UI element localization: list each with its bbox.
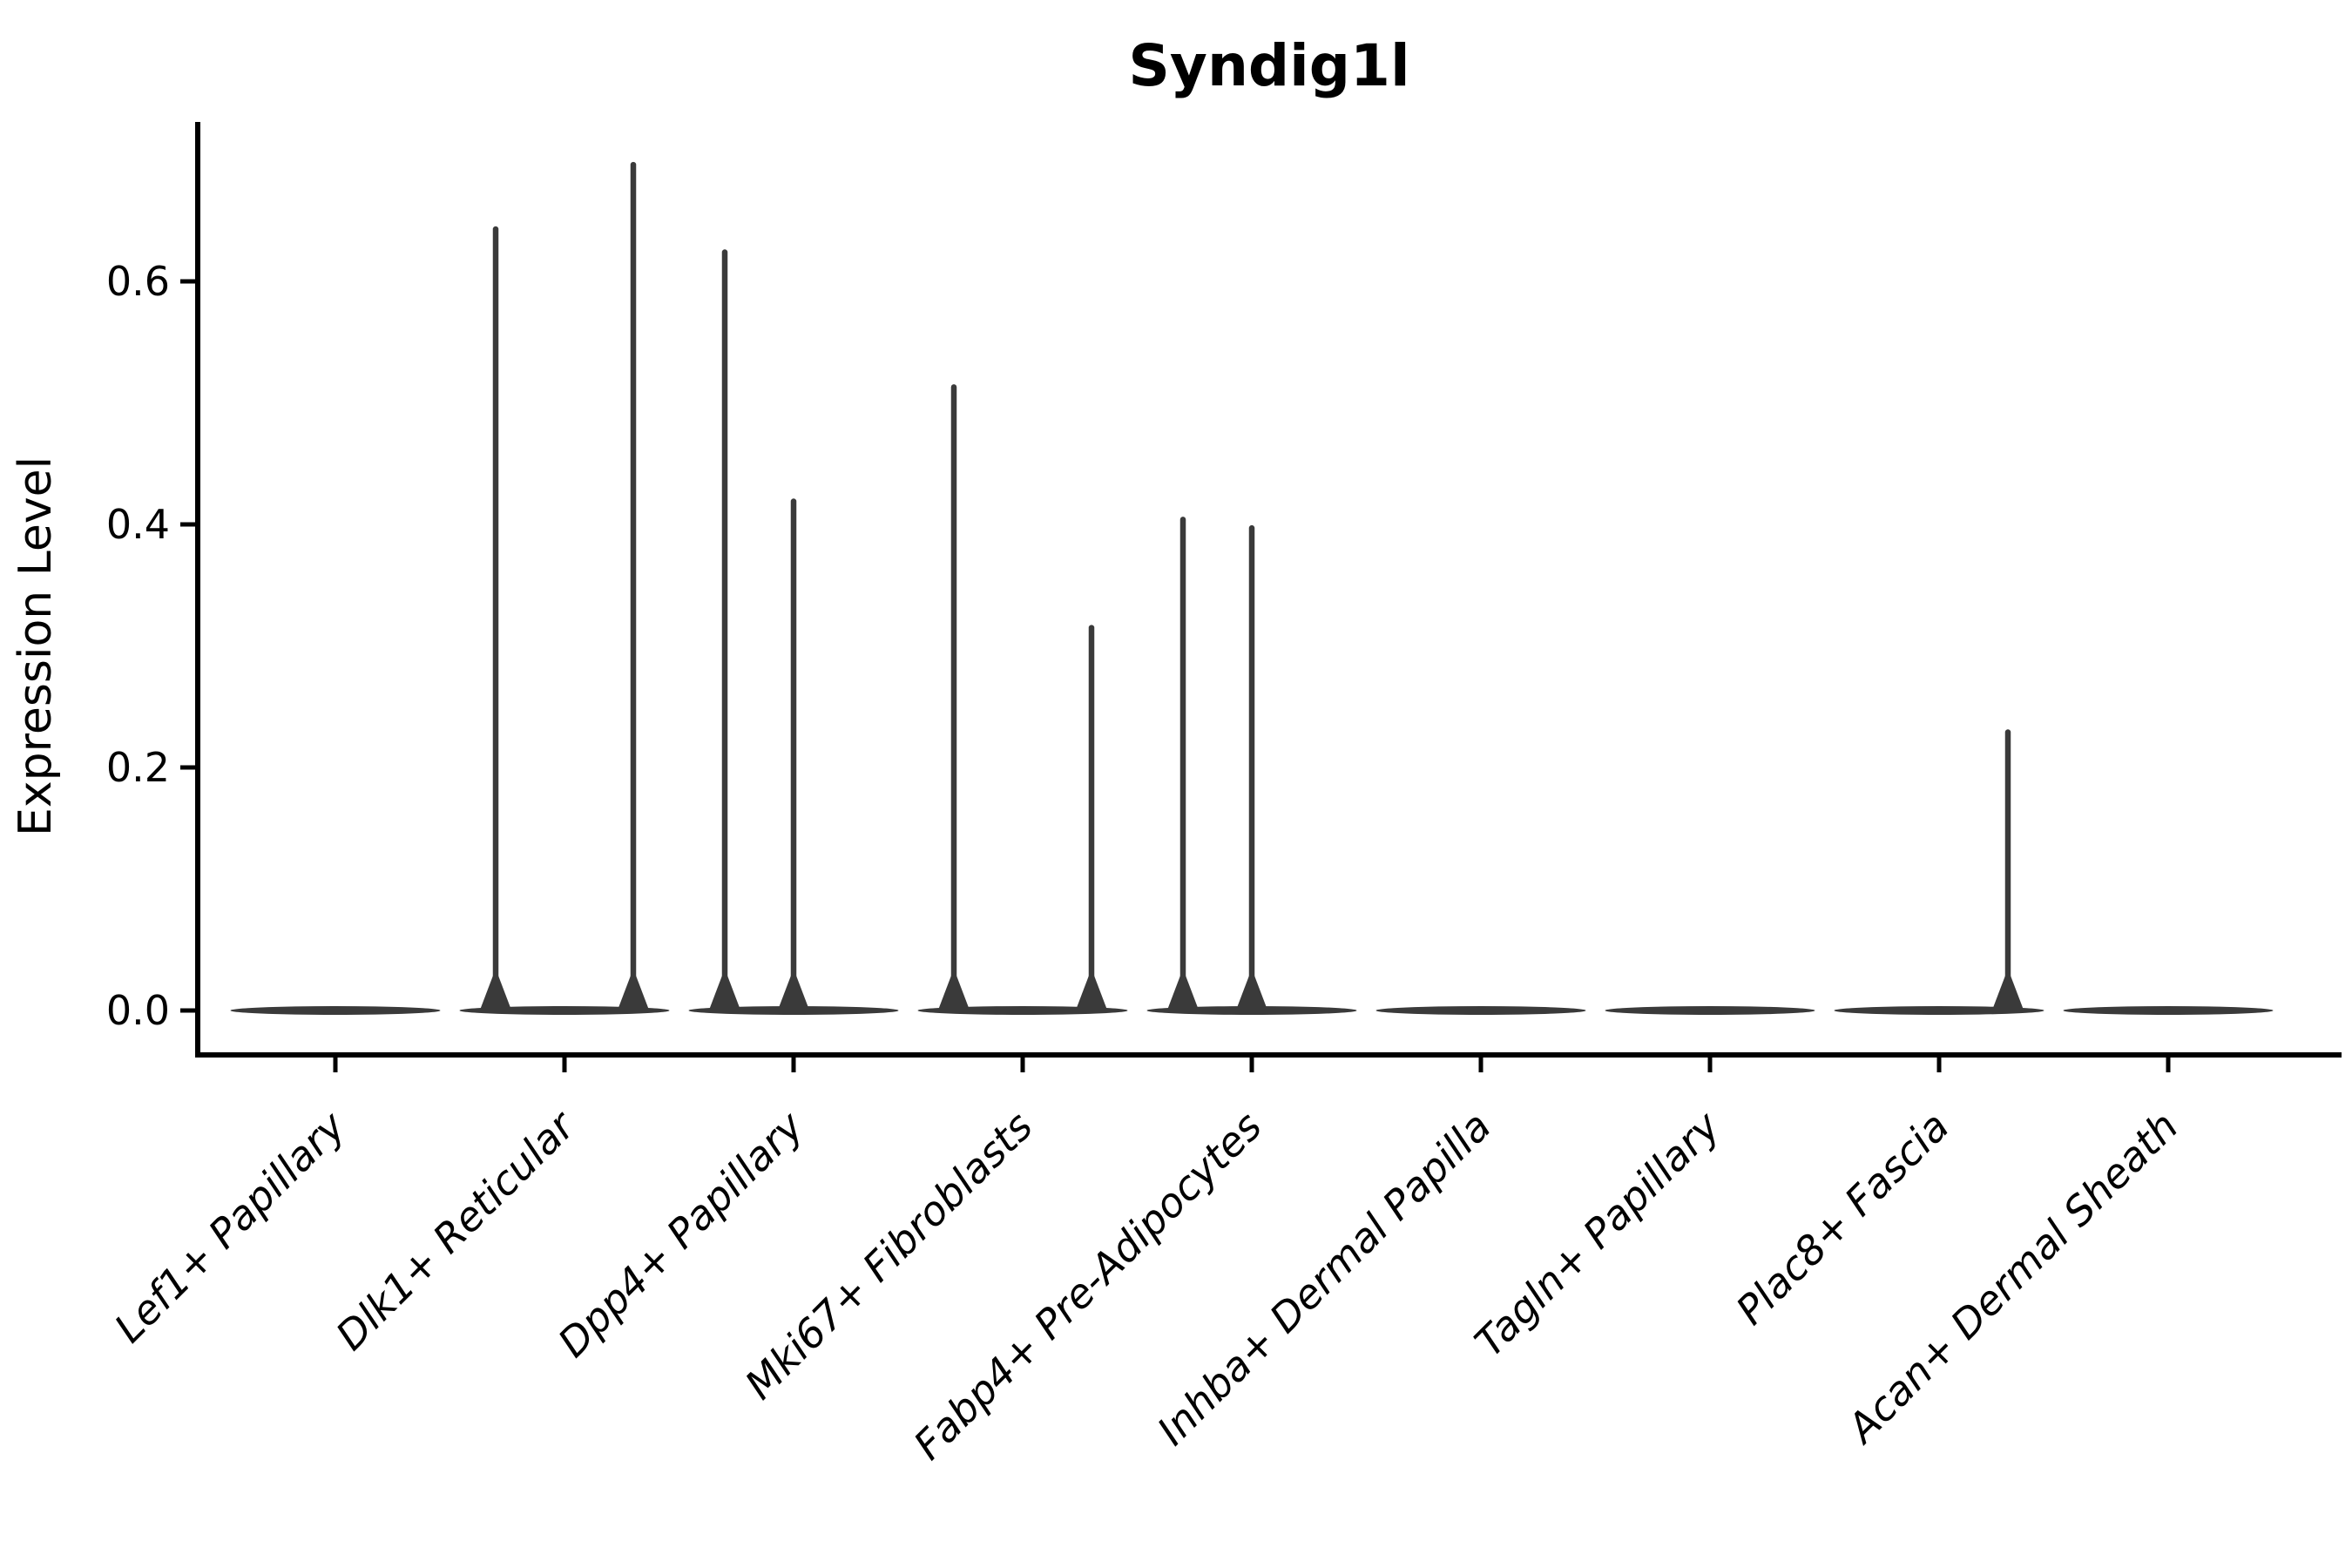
chart-title: Syndig1l [1128, 32, 1409, 99]
x-tick-label: Tagln+ Papillary [1465, 1102, 1729, 1366]
violin-body [230, 1006, 441, 1015]
violin-body [917, 1006, 1128, 1015]
y-tick-label: 0.4 [106, 501, 170, 548]
violin-body [1605, 1006, 1815, 1015]
y-tick-label: 0.0 [106, 987, 170, 1034]
violin-body [1375, 1006, 1586, 1015]
violin-body [1834, 1006, 2044, 1015]
y-axis-label: Expression Level [10, 456, 62, 836]
y-tick-label: 0.6 [106, 258, 170, 305]
x-tick-label: Dpp4+ Papillary [549, 1102, 813, 1366]
x-tick-label: Lef1+ Papillary [105, 1102, 355, 1351]
violin-body [2063, 1006, 2274, 1015]
y-tick-label: 0.2 [106, 744, 170, 791]
x-tick-label: Dlk1+ Reticular [327, 1100, 585, 1359]
x-tick-label: Plac8+ Fascia [1727, 1103, 1957, 1334]
violin-body [459, 1006, 670, 1015]
